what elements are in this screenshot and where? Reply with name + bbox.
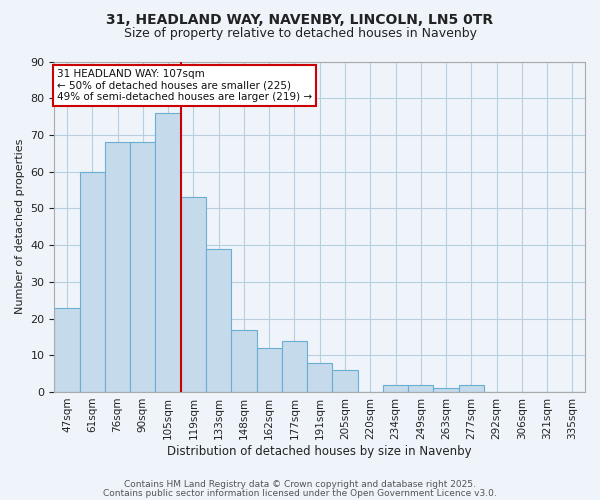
Text: 31, HEADLAND WAY, NAVENBY, LINCOLN, LN5 0TR: 31, HEADLAND WAY, NAVENBY, LINCOLN, LN5 … — [106, 12, 494, 26]
Bar — [206, 249, 231, 392]
Bar — [332, 370, 358, 392]
Bar — [458, 384, 484, 392]
Y-axis label: Number of detached properties: Number of detached properties — [15, 139, 25, 314]
Bar — [105, 142, 130, 392]
Bar — [433, 388, 458, 392]
Text: 31 HEADLAND WAY: 107sqm
← 50% of detached houses are smaller (225)
49% of semi-d: 31 HEADLAND WAY: 107sqm ← 50% of detache… — [57, 69, 312, 102]
Text: Contains public sector information licensed under the Open Government Licence v3: Contains public sector information licen… — [103, 488, 497, 498]
Text: Contains HM Land Registry data © Crown copyright and database right 2025.: Contains HM Land Registry data © Crown c… — [124, 480, 476, 489]
Bar — [55, 308, 80, 392]
Bar — [155, 113, 181, 392]
Bar — [231, 330, 257, 392]
Bar — [80, 172, 105, 392]
Bar — [383, 384, 408, 392]
Bar — [408, 384, 433, 392]
X-axis label: Distribution of detached houses by size in Navenby: Distribution of detached houses by size … — [167, 444, 472, 458]
Bar — [130, 142, 155, 392]
Bar — [282, 340, 307, 392]
Bar — [257, 348, 282, 392]
Bar — [181, 198, 206, 392]
Text: Size of property relative to detached houses in Navenby: Size of property relative to detached ho… — [124, 28, 476, 40]
Bar — [307, 362, 332, 392]
